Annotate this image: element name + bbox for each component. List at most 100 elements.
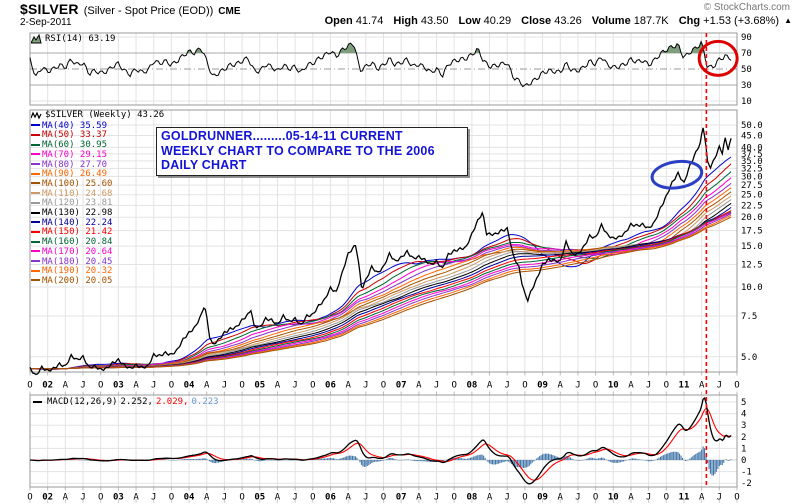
macd-legend-name: MACD(12,26,9): [47, 397, 118, 407]
ma-legend-item: MA(40) 35.59: [31, 121, 164, 132]
ma-legend-item: MA(160) 20.84: [31, 237, 164, 248]
open-label: Open: [324, 15, 353, 27]
svg-text:A: A: [133, 381, 139, 391]
macd-value: 2.252,: [120, 397, 153, 407]
chart-header: $SILVER (Silver - Spot Price (EOD)) CME: [20, 1, 241, 17]
ma-legend-item: MA(70) 29.15: [31, 150, 164, 161]
ma-color-swatch: [31, 269, 40, 272]
svg-text:-2: -2: [741, 479, 752, 489]
ma-color-swatch: [31, 221, 40, 224]
ma-color-swatch: [31, 250, 40, 253]
svg-text:12.5: 12.5: [741, 261, 763, 271]
svg-text:O: O: [27, 493, 32, 503]
svg-text:O: O: [381, 493, 386, 503]
svg-text:J: J: [434, 493, 439, 503]
svg-text:70: 70: [741, 49, 752, 59]
svg-text:90: 90: [741, 33, 752, 43]
change-label: Chg: [678, 15, 701, 27]
svg-text:A: A: [204, 493, 210, 503]
svg-text:-1: -1: [741, 468, 752, 478]
svg-text:O: O: [664, 493, 669, 503]
svg-text:O: O: [310, 381, 315, 391]
change-value: +1.53 (+3.68%): [703, 15, 780, 27]
svg-text:A: A: [699, 381, 705, 391]
svg-text:09: 09: [537, 381, 548, 391]
svg-text:2: 2: [741, 433, 746, 443]
svg-text:O: O: [664, 381, 669, 391]
svg-text:O: O: [451, 381, 456, 391]
svg-text:22.5: 22.5: [741, 201, 763, 211]
price-legend-title-row: $SILVER (Weekly) 43.26: [31, 110, 164, 121]
svg-text:O: O: [593, 381, 598, 391]
change-up-arrow: ▲: [784, 16, 792, 25]
svg-text:J: J: [151, 493, 156, 503]
svg-text:10: 10: [741, 97, 752, 107]
svg-text:J: J: [646, 381, 651, 391]
svg-text:J: J: [292, 381, 297, 391]
svg-text:50.0: 50.0: [741, 121, 763, 131]
ma-legend-item: MA(140) 22.24: [31, 218, 164, 229]
svg-text:A: A: [628, 493, 634, 503]
ma-legend-item: MA(200) 20.05: [31, 276, 164, 287]
svg-text:11: 11: [679, 493, 690, 503]
svg-text:20.0: 20.0: [741, 213, 763, 223]
svg-text:A: A: [628, 381, 634, 391]
svg-text:O: O: [734, 381, 739, 391]
svg-text:A: A: [275, 381, 281, 391]
low-value: 40.29: [483, 15, 512, 27]
macd-line-swatch: [33, 401, 42, 403]
svg-text:J: J: [575, 493, 580, 503]
ma-color-swatch: [31, 124, 40, 127]
close-label: Close: [521, 15, 552, 27]
svg-text:11: 11: [679, 381, 690, 391]
svg-text:06: 06: [325, 381, 336, 391]
svg-text:J: J: [222, 381, 227, 391]
svg-text:02: 02: [42, 493, 53, 503]
ma-legend-items: MA(40) 35.59 MA(50) 33.37 MA(60) 30.95 MA(7…: [31, 121, 164, 287]
rsi-series: [29, 40, 732, 88]
macd-legend: MACD(12,26,9) 2.252, 2.029, 0.223: [33, 397, 219, 407]
svg-text:A: A: [133, 493, 139, 503]
ma-legend-item: MA(90) 26.49: [31, 170, 164, 180]
svg-text:1: 1: [741, 444, 746, 454]
ma-legend-item: MA(120) 23.81: [31, 199, 164, 209]
svg-text:J: J: [505, 493, 510, 503]
svg-text:A: A: [558, 381, 564, 391]
svg-text:5: 5: [741, 398, 746, 408]
svg-text:J: J: [222, 493, 227, 503]
svg-text:O: O: [522, 381, 527, 391]
ma-legend-item: MA(50) 33.37: [31, 131, 164, 141]
svg-text:O: O: [98, 381, 103, 391]
ma-color-swatch: [31, 182, 40, 185]
blue-ellipse-annotation: [650, 159, 704, 190]
svg-text:3: 3: [741, 421, 746, 431]
svg-text:O: O: [239, 493, 244, 503]
svg-text:O: O: [451, 493, 456, 503]
ma-color-swatch: [31, 260, 40, 263]
ma-legend: $SILVER (Weekly) 43.26 MA(40) 35.59 MA(50…: [31, 110, 164, 287]
svg-text:5.0: 5.0: [741, 353, 757, 363]
close-value: 43.26: [554, 15, 582, 27]
ma-legend-item: MA(110) 24.68: [31, 189, 164, 200]
symbol-description: (Silver - Spot Price (EOD)): [83, 5, 214, 17]
svg-text:04: 04: [184, 493, 195, 503]
ma-legend-item: MA(170) 20.64: [31, 247, 164, 258]
ma-legend-item: MA(130) 22.98: [31, 208, 164, 219]
svg-text:A: A: [63, 381, 69, 391]
svg-text:J: J: [80, 381, 85, 391]
rsi-legend-label: RSI(14) 63.19: [45, 34, 116, 44]
svg-text:0: 0: [741, 456, 746, 466]
svg-text:O: O: [98, 493, 103, 503]
svg-text:O: O: [239, 381, 244, 391]
rsi-indicator-icon: [31, 34, 42, 44]
svg-text:J: J: [717, 381, 722, 391]
svg-text:J: J: [363, 381, 368, 391]
svg-text:07: 07: [396, 493, 407, 503]
ma-color-swatch: [31, 201, 40, 204]
svg-text:32.5: 32.5: [741, 164, 763, 174]
svg-text:J: J: [292, 493, 297, 503]
line-chart-icon: [31, 111, 42, 120]
svg-text:O: O: [27, 381, 32, 391]
svg-text:15.0: 15.0: [741, 242, 763, 252]
low-label: Low: [458, 15, 481, 27]
